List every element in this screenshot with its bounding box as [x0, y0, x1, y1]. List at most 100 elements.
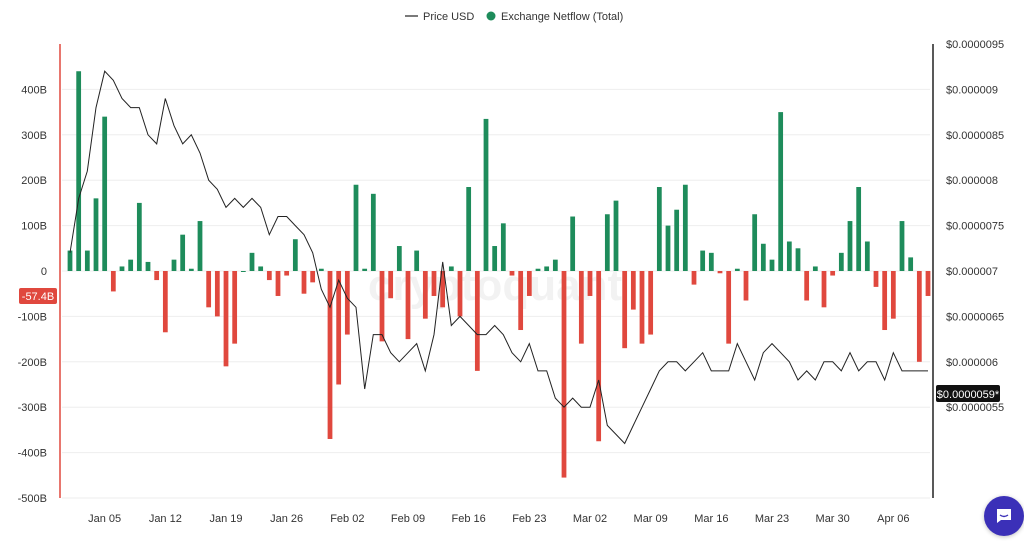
left-tick-label: 0 [41, 266, 47, 278]
netflow-bar-positive [370, 193, 376, 271]
left-tick-label: -100B [18, 311, 47, 323]
left-badge-text: -57.4B [22, 291, 54, 303]
netflow-bar-negative [474, 271, 480, 371]
netflow-bar-negative [275, 271, 281, 296]
netflow-bar-negative [327, 271, 333, 439]
netflow-bar-negative [162, 271, 168, 333]
x-tick-label: Mar 02 [573, 513, 607, 525]
netflow-bar-negative [561, 271, 567, 478]
x-tick-label: Feb 09 [391, 513, 425, 525]
legend[interactable]: Price USD Exchange Netflow (Total) [405, 11, 623, 23]
x-tick-label: Feb 02 [330, 513, 364, 525]
netflow-bars [67, 71, 931, 478]
netflow-bar-positive [752, 214, 758, 271]
netflow-bar-positive [812, 266, 818, 271]
left-tick-label: -500B [18, 493, 47, 505]
netflow-bar-positive [500, 223, 506, 271]
netflow-bar-negative [310, 271, 316, 283]
netflow-bar-negative [232, 271, 238, 344]
right-tick-label: $0.000007 [946, 266, 998, 278]
netflow-bar-negative [344, 271, 350, 335]
x-axis-ticks: Jan 05 Jan 12 Jan 19 Jan 26 Feb 02 Feb 09 Feb … [88, 513, 909, 525]
x-tick-label: Jan 12 [149, 513, 182, 525]
netflow-bar-positive [362, 268, 368, 271]
netflow-bar-positive [483, 118, 489, 271]
right-value-badge: $0.0000059* [936, 385, 1000, 402]
netflow-bar-negative [639, 271, 645, 344]
netflow-bar-negative [587, 271, 593, 296]
netflow-bar-positive [778, 112, 784, 271]
right-badge-text: $0.0000059* [937, 389, 1000, 401]
left-tick-label: 100B [21, 221, 47, 233]
netflow-bar-negative [743, 271, 749, 301]
netflow-bar-positive [682, 184, 688, 271]
netflow-bar-positive [899, 221, 905, 271]
netflow-bar-positive [570, 216, 576, 271]
x-tick-label: Jan 19 [209, 513, 242, 525]
left-tick-label: 400B [21, 84, 47, 96]
netflow-bar-negative [804, 271, 810, 301]
netflow-bar-negative [509, 271, 515, 276]
netflow-bar-positive [786, 241, 792, 271]
netflow-bar-positive [102, 116, 108, 271]
netflow-bar-positive [258, 266, 264, 271]
netflow-bar-positive [760, 243, 766, 271]
right-tick-label: $0.0000055 [946, 402, 1004, 414]
netflow-bar-positive [171, 259, 177, 271]
netflow-bar-positive [856, 187, 862, 271]
netflow-bar-negative [596, 271, 602, 442]
netflow-bar-negative [214, 271, 220, 317]
netflow-bar-negative [726, 271, 732, 344]
netflow-bar-negative [691, 271, 697, 285]
netflow-bar-negative [266, 271, 272, 281]
left-tick-label: -200B [18, 357, 47, 369]
legend-price-label[interactable]: Price USD [423, 11, 474, 23]
netflow-bar-positive [864, 241, 870, 271]
netflow-bar-positive [353, 184, 359, 271]
netflow-bar-positive [128, 259, 134, 271]
netflow-bar-positive [908, 257, 914, 271]
netflow-bar-negative [223, 271, 229, 367]
netflow-bar-negative [405, 271, 411, 340]
netflow-bar-positive [769, 259, 775, 271]
gridlines [62, 88, 930, 499]
netflow-bar-positive [700, 250, 706, 271]
netflow-bar-negative [284, 271, 290, 276]
netflow-bar-positive [119, 266, 125, 271]
legend-netflow-label[interactable]: Exchange Netflow (Total) [501, 11, 623, 23]
netflow-bar-positive [292, 239, 298, 271]
netflow-bar-negative [821, 271, 827, 308]
netflow-bar-positive [544, 266, 550, 271]
netflow-bar-negative [717, 271, 723, 274]
netflow-bar-positive [795, 248, 801, 271]
right-tick-label: $0.000006 [946, 357, 998, 369]
netflow-bar-positive [188, 268, 194, 271]
netflow-bar-positive [396, 246, 402, 271]
netflow-bar-positive [734, 268, 740, 271]
netflow-bar-negative [431, 271, 437, 296]
netflow-bar-negative [925, 271, 931, 296]
netflow-bar-positive [838, 252, 844, 271]
netflow-bar-negative [336, 271, 342, 385]
netflow-bar-positive [249, 252, 255, 271]
netflow-bar-positive [552, 259, 558, 271]
x-tick-label: Feb 16 [452, 513, 486, 525]
netflow-bar-negative [873, 271, 879, 287]
netflow-bar-negative [422, 271, 428, 319]
legend-netflow-swatch [486, 11, 496, 21]
price-line [69, 70, 928, 445]
x-tick-label: Jan 26 [270, 513, 303, 525]
netflow-bar-positive [93, 198, 99, 271]
right-axis-ticks: $0.0000095 $0.000009 $0.0000085 $0.000008 $0… [946, 39, 1004, 414]
netflow-bar-negative [630, 271, 636, 310]
netflow-bar-positive [180, 234, 186, 271]
netflow-bar-negative [440, 271, 446, 308]
netflow-bar-positive [67, 250, 73, 271]
netflow-bar-positive [847, 221, 853, 271]
netflow-bar-negative [916, 271, 922, 362]
netflow-bar-positive [197, 221, 203, 271]
chat-button[interactable] [984, 496, 1024, 536]
left-value-badge: -57.4B [19, 288, 57, 304]
netflow-bar-negative [206, 271, 212, 308]
netflow-bar-negative [154, 271, 160, 281]
